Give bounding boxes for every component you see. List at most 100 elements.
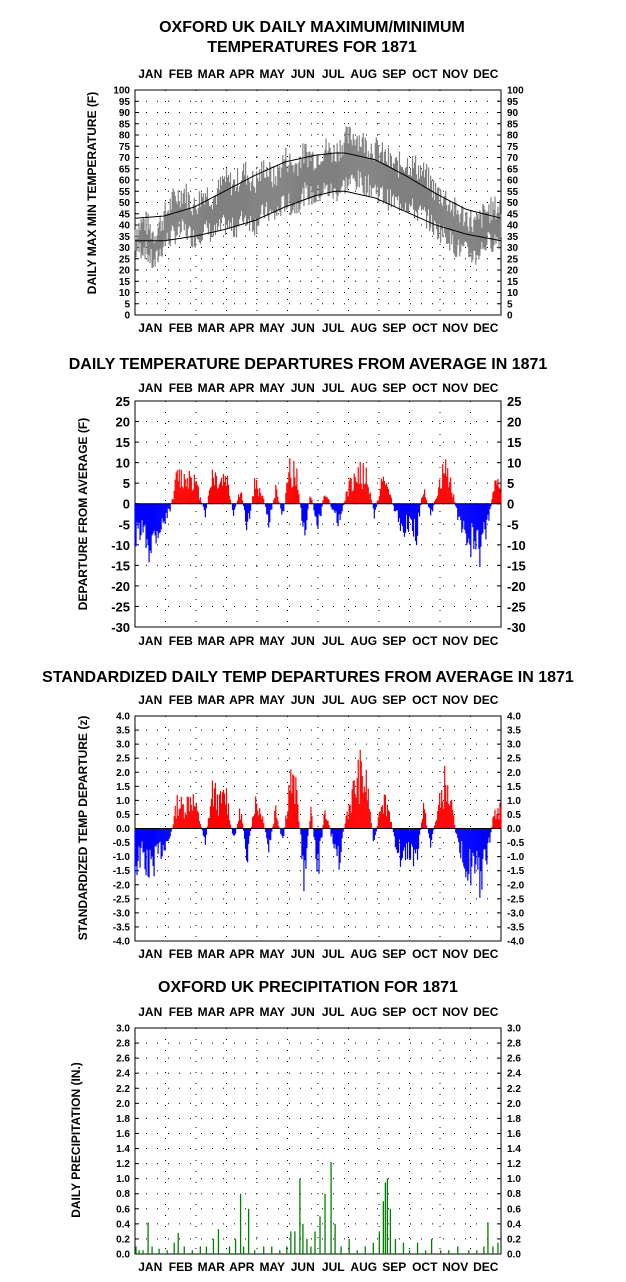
dotted-grid — [135, 90, 501, 315]
y-tick-label-left: -5 — [118, 517, 130, 532]
y-tick-label-right: 10 — [507, 456, 521, 471]
month-label-bottom: APR — [229, 947, 255, 961]
precip-y-axis-label: DAILY PRECIPITATION (IN.) — [69, 1062, 83, 1218]
month-label-top: FEB — [169, 67, 193, 81]
standardized-title: STANDARDIZED DAILY TEMP DEPARTURES FROM … — [42, 669, 574, 686]
y-tick-label-left: 1.0 — [116, 796, 130, 807]
month-label-top: JAN — [138, 1005, 162, 1019]
y-tick-label-right: 4.0 — [507, 712, 521, 723]
month-label-bottom: OCT — [412, 1260, 438, 1274]
month-label-top: APR — [229, 381, 255, 395]
y-tick-label-left: -4.0 — [113, 937, 131, 948]
month-label-top: FEB — [169, 381, 193, 395]
y-tick-label-right: -30 — [507, 620, 526, 635]
month-label-top: APR — [229, 1005, 255, 1019]
y-tick-label-right: 1.4 — [507, 1144, 521, 1155]
y-tick-label-right: 1.6 — [507, 1129, 521, 1140]
y-tick-label-left: 0.4 — [116, 1219, 130, 1230]
y-tick-label-left: 2.4 — [116, 1069, 130, 1080]
y-tick-label-left: -20 — [111, 579, 130, 594]
month-label-bottom: SEP — [382, 321, 406, 335]
y-tick-label-right: 50 — [507, 198, 519, 209]
y-tick-label-left: 2.8 — [116, 1039, 130, 1050]
month-label-top: JAN — [138, 381, 162, 395]
y-tick-label-left: 0.0 — [116, 824, 130, 835]
y-tick-label-left: 0.5 — [116, 810, 130, 821]
y-tick-label-left: -25 — [111, 599, 130, 614]
y-tick-label-left: -30 — [111, 620, 130, 635]
month-label-bottom: DEC — [473, 321, 499, 335]
y-tick-label-right: 0 — [507, 497, 514, 512]
month-label-bottom: JAN — [138, 321, 162, 335]
y-tick-label-left: -10 — [111, 538, 130, 553]
y-tick-label-left: -1.0 — [113, 852, 131, 863]
y-tick-label-left: 45 — [119, 209, 131, 220]
maxmin-y-axis-label: DAILY MAX MIN TEMPERATURE (F) — [85, 92, 99, 294]
y-tick-label-left: 40 — [119, 221, 131, 232]
y-tick-label-right: 25 — [507, 394, 521, 409]
y-tick-label-left: 70 — [119, 153, 131, 164]
month-label-top: APR — [229, 693, 255, 707]
y-tick-label-right: 0.2 — [507, 1234, 521, 1245]
month-label-top: JUL — [322, 381, 345, 395]
month-label-bottom: JUL — [322, 634, 345, 648]
month-label-bottom: DEC — [473, 634, 499, 648]
departure-bars — [134, 458, 502, 568]
y-tick-label-right: 15 — [507, 277, 519, 288]
month-label-top: AUG — [350, 693, 377, 707]
y-tick-label-right: 2.2 — [507, 1084, 521, 1095]
month-label-bottom: NOV — [442, 947, 468, 961]
month-label-bottom: APR — [229, 321, 255, 335]
month-label-bottom: JUN — [291, 321, 315, 335]
month-label-top: FEB — [169, 1005, 193, 1019]
month-label-bottom: FEB — [169, 1260, 193, 1274]
month-label-bottom: JAN — [138, 1260, 162, 1274]
y-tick-label-right: 0.6 — [507, 1204, 521, 1215]
month-label-top: NOV — [442, 693, 468, 707]
y-tick-label-right: 3.5 — [507, 726, 521, 737]
precip-bars — [135, 1162, 499, 1254]
y-tick-label-right: -3.5 — [507, 922, 525, 933]
month-label-top: FEB — [169, 693, 193, 707]
y-tick-label-right: 95 — [507, 97, 519, 108]
month-label-top: AUG — [350, 1005, 377, 1019]
normal-min-line — [135, 190, 502, 242]
month-label-top: JUL — [322, 693, 345, 707]
month-label-top: DEC — [473, 381, 499, 395]
y-tick-label-right: -20 — [507, 579, 526, 594]
y-tick-label-right: 15 — [507, 435, 521, 450]
y-tick-label-left: -15 — [111, 558, 130, 573]
month-label-top: MAR — [198, 381, 226, 395]
precip-plot: 0.0 0.0 0.2 0.2 0.4 0.4 0.6 0.6 0.8 0.8 1.0 1.0 1.2 1… — [116, 1005, 521, 1274]
y-tick-label-right: 2.6 — [507, 1054, 521, 1065]
month-label-bottom: APR — [229, 634, 255, 648]
month-label-top: JUN — [291, 381, 315, 395]
y-tick-label-right: -2.0 — [507, 880, 525, 891]
month-label-bottom: SEP — [382, 634, 406, 648]
month-label-bottom: NOV — [442, 1260, 468, 1274]
y-tick-label-right: 85 — [507, 119, 519, 130]
y-tick-label-left: 85 — [119, 119, 131, 130]
month-label-top: NOV — [442, 67, 468, 81]
month-label-top: JAN — [138, 693, 162, 707]
y-tick-label-right: 3.0 — [507, 740, 521, 751]
y-tick-label-right: 45 — [507, 209, 519, 220]
month-label-top: MAR — [198, 693, 226, 707]
precip-title: OXFORD UK PRECIPITATION FOR 1871 — [158, 979, 458, 996]
y-tick-label-left: 2.2 — [116, 1084, 130, 1095]
month-label-bottom: FEB — [169, 947, 193, 961]
y-tick-label-left: 5 — [123, 476, 130, 491]
departure-bars — [134, 749, 502, 898]
standardized-plot: -4.0 -4.0 -3.5 -3.5 -3.0 -3.0 -2.5 -2.5 -2.0 -2.0… — [113, 693, 525, 961]
y-tick-label-right: -15 — [507, 558, 526, 573]
y-tick-label-left: 0.8 — [116, 1189, 130, 1200]
month-label-top: SEP — [382, 381, 406, 395]
month-label-bottom: APR — [229, 1260, 255, 1274]
y-tick-label-left: 10 — [116, 456, 130, 471]
y-tick-label-left: 10 — [119, 288, 131, 299]
y-tick-label-left: 95 — [119, 97, 131, 108]
month-label-top: AUG — [350, 67, 377, 81]
departures-y-axis-label: DEPARTURE FROM AVERAGE (F) — [76, 418, 90, 610]
month-label-bottom: AUG — [350, 634, 377, 648]
y-tick-label-right: -4.0 — [507, 937, 525, 948]
